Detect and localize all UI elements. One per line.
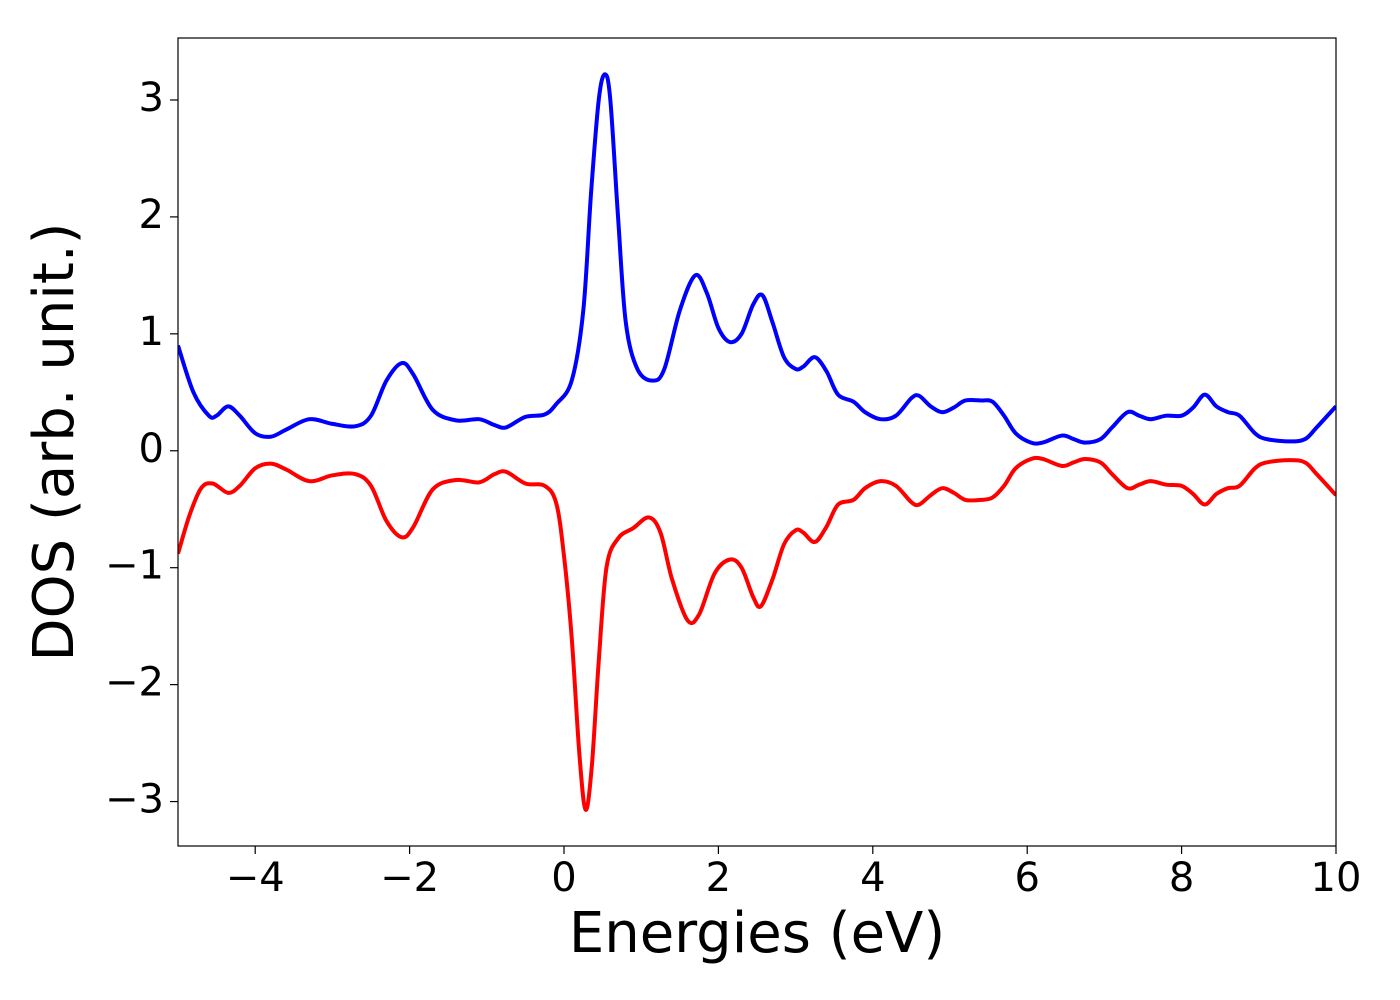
dos-line: [178, 72, 1336, 446]
dos-line: [178, 455, 1336, 812]
x-tick-label: 4: [860, 855, 885, 901]
y-tick-label: 0: [139, 426, 164, 472]
plot-area: [178, 72, 1336, 812]
y-tick-label: −3: [105, 777, 164, 823]
x-tick-label: −2: [380, 855, 439, 901]
y-tick-label: 3: [139, 75, 164, 121]
x-tick-label: −4: [226, 855, 285, 901]
y-axis-label: DOS (arb. unit.): [22, 222, 87, 661]
x-axis-label: Energies (eV): [569, 901, 945, 966]
y-tick-label: −2: [105, 660, 164, 706]
x-tick-label: 10: [1311, 855, 1362, 901]
x-tick-label: 0: [551, 855, 576, 901]
plot-frame: [177, 37, 1337, 847]
y-tick-label: 1: [139, 309, 164, 355]
x-tick-label: 2: [706, 855, 731, 901]
y-tick-label: −1: [105, 543, 164, 589]
x-tick-label: 6: [1014, 855, 1039, 901]
y-tick-label: 2: [139, 192, 164, 238]
x-tick-label: 8: [1169, 855, 1194, 901]
